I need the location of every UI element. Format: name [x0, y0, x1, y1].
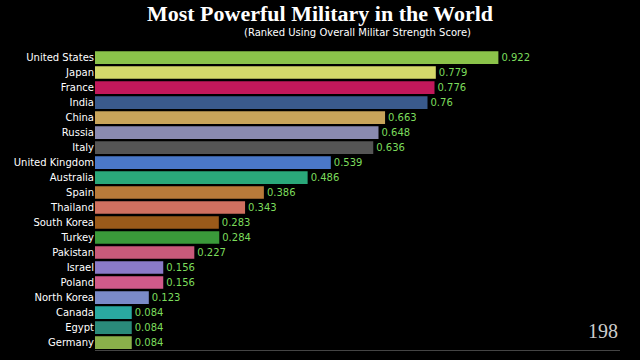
svg-text:0.284: 0.284 [222, 232, 251, 243]
svg-text:North Korea: North Korea [35, 292, 95, 303]
svg-text:0.283: 0.283 [222, 217, 251, 228]
svg-text:France: France [61, 82, 94, 93]
svg-text:Turkey: Turkey [60, 232, 94, 243]
svg-text:United Kingdom: United Kingdom [14, 157, 94, 168]
svg-text:0.386: 0.386 [267, 187, 296, 198]
svg-text:0.156: 0.156 [166, 277, 195, 288]
svg-text:Japan: Japan [65, 67, 94, 78]
svg-text:0.156: 0.156 [166, 262, 195, 273]
svg-text:(Ranked Using Overall Militar: (Ranked Using Overall Militar Strength S… [244, 27, 471, 38]
svg-text:Germany: Germany [48, 337, 94, 348]
svg-text:Israel: Israel [67, 262, 94, 273]
svg-text:0.084: 0.084 [135, 307, 164, 318]
svg-text:198: 198 [588, 320, 618, 342]
svg-text:China: China [65, 112, 94, 123]
svg-text:Most Powerful Military in the: Most Powerful Military in the World [147, 1, 493, 26]
svg-text:0.343: 0.343 [248, 202, 277, 213]
svg-text:0.648: 0.648 [382, 127, 411, 138]
svg-text:0.084: 0.084 [135, 337, 164, 348]
svg-text:0.922: 0.922 [501, 52, 530, 63]
svg-text:Australia: Australia [50, 172, 94, 183]
svg-text:0.779: 0.779 [439, 67, 468, 78]
svg-text:Russia: Russia [62, 127, 94, 138]
svg-text:0.636: 0.636 [376, 142, 405, 153]
svg-text:South Korea: South Korea [33, 217, 94, 228]
svg-text:0.084: 0.084 [135, 322, 164, 333]
svg-text:Pakistan: Pakistan [52, 247, 94, 258]
svg-text:0.123: 0.123 [152, 292, 181, 303]
svg-text:India: India [69, 97, 94, 108]
svg-text:Egypt: Egypt [65, 322, 94, 333]
svg-text:United States: United States [26, 52, 94, 63]
svg-text:0.663: 0.663 [388, 112, 417, 123]
svg-text:0.76: 0.76 [431, 97, 453, 108]
svg-text:0.539: 0.539 [334, 157, 363, 168]
svg-text:0.776: 0.776 [438, 82, 467, 93]
svg-text:0.227: 0.227 [197, 247, 226, 258]
svg-text:Poland: Poland [61, 277, 94, 288]
svg-text:Italy: Italy [72, 142, 94, 153]
svg-text:0.486: 0.486 [311, 172, 340, 183]
svg-text:Spain: Spain [66, 187, 94, 198]
svg-text:Canada: Canada [56, 307, 94, 318]
svg-text:Thailand: Thailand [50, 202, 94, 213]
